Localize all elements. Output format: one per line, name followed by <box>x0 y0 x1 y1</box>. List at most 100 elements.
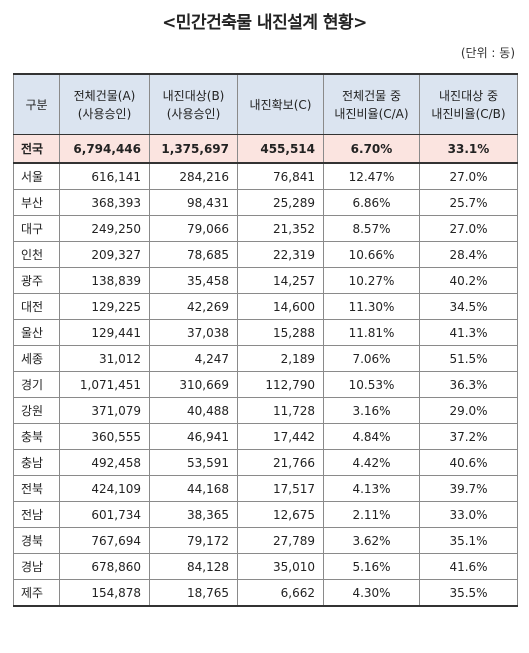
cell-seismic-secured: 21,352 <box>237 215 324 242</box>
header-seismic-secured: 내진확보(C) <box>237 73 324 135</box>
cell-ratio-ca: 11.81% <box>323 319 420 346</box>
cell-seismic-target: 40,488 <box>149 397 238 424</box>
cell-ratio-cb: 25.7% <box>419 189 518 216</box>
cell-ratio-cb: 35.1% <box>419 527 518 554</box>
cell-ratio-cb: 51.5% <box>419 345 518 372</box>
cell-seismic-target: 78,685 <box>149 241 238 268</box>
cell-total-buildings: 138,839 <box>59 267 150 294</box>
cell-seismic-secured: 11,728 <box>237 397 324 424</box>
cell-ratio-ca: 12.47% <box>323 162 420 190</box>
table-row: 경남 678,860 84,128 35,010 5.16% 41.6% <box>13 553 518 580</box>
cell-seismic-secured: 76,841 <box>237 162 324 190</box>
table-row: 강원 371,079 40,488 11,728 3.16% 29.0% <box>13 397 518 424</box>
cell-ratio-cb: 34.5% <box>419 293 518 320</box>
cell-ratio-ca: 4.42% <box>323 449 420 476</box>
cell-region: 서울 <box>13 162 60 190</box>
page-title: <민간건축물 내진설계 현황> <box>162 13 367 33</box>
cell-ratio-cb: 33.1% <box>419 134 518 164</box>
cell-total-buildings: 360,555 <box>59 423 150 450</box>
cell-ratio-cb: 28.4% <box>419 241 518 268</box>
cell-region: 인천 <box>13 241 60 268</box>
cell-ratio-cb: 36.3% <box>419 371 518 398</box>
header-region: 구분 <box>13 73 60 135</box>
cell-seismic-secured: 14,257 <box>237 267 324 294</box>
cell-seismic-target: 18,765 <box>149 579 238 607</box>
cell-region: 광주 <box>13 267 60 294</box>
header-line: 전체건물 중 <box>341 88 401 103</box>
cell-region: 강원 <box>13 397 60 424</box>
table-row: 세종 31,012 4,247 2,189 7.06% 51.5% <box>13 345 518 372</box>
cell-total-buildings: 6,794,446 <box>59 134 150 164</box>
cell-seismic-target: 35,458 <box>149 267 238 294</box>
cell-ratio-ca: 10.27% <box>323 267 420 294</box>
cell-seismic-target: 44,168 <box>149 475 238 502</box>
header-line: 전체건물(A) <box>73 88 136 103</box>
table-row: 부산 368,393 98,431 25,289 6.86% 25.7% <box>13 189 518 216</box>
cell-ratio-ca: 11.30% <box>323 293 420 320</box>
cell-ratio-cb: 41.6% <box>419 553 518 580</box>
cell-total-buildings: 424,109 <box>59 475 150 502</box>
header-line: 내진대상 중 <box>438 88 498 103</box>
cell-total-buildings: 678,860 <box>59 553 150 580</box>
cell-seismic-secured: 27,789 <box>237 527 324 554</box>
cell-region: 전북 <box>13 475 60 502</box>
cell-ratio-cb: 29.0% <box>419 397 518 424</box>
cell-region: 경북 <box>13 527 60 554</box>
cell-seismic-target: 4,247 <box>149 345 238 372</box>
cell-total-buildings: 492,458 <box>59 449 150 476</box>
cell-total-buildings: 209,327 <box>59 241 150 268</box>
cell-total-buildings: 154,878 <box>59 579 150 607</box>
cell-seismic-target: 42,269 <box>149 293 238 320</box>
table-row: 인천 209,327 78,685 22,319 10.66% 28.4% <box>13 241 518 268</box>
unit-label: (단위 : 동) <box>460 46 515 60</box>
table-row: 경북 767,694 79,172 27,789 3.62% 35.1% <box>13 527 518 554</box>
cell-seismic-target: 310,669 <box>149 371 238 398</box>
cell-seismic-secured: 6,662 <box>237 579 324 607</box>
cell-seismic-target: 79,172 <box>149 527 238 554</box>
cell-seismic-target: 284,216 <box>149 162 238 190</box>
header-line: 내진비율(C/B) <box>431 106 506 121</box>
cell-seismic-target: 98,431 <box>149 189 238 216</box>
header-line: 내진확보(C) <box>249 97 312 112</box>
cell-ratio-cb: 40.2% <box>419 267 518 294</box>
cell-total-buildings: 601,734 <box>59 501 150 528</box>
table-row: 경기 1,071,451 310,669 112,790 10.53% 36.3% <box>13 371 518 398</box>
cell-total-buildings: 371,079 <box>59 397 150 424</box>
cell-total-buildings: 368,393 <box>59 189 150 216</box>
cell-total-buildings: 31,012 <box>59 345 150 372</box>
header-seismic-target: 내진대상(B) (사용승인) <box>149 73 238 135</box>
cell-seismic-secured: 21,766 <box>237 449 324 476</box>
cell-region: 대구 <box>13 215 60 242</box>
cell-region: 충남 <box>13 449 60 476</box>
cell-ratio-cb: 27.0% <box>419 215 518 242</box>
header-line: 구분 <box>25 97 48 112</box>
cell-seismic-target: 79,066 <box>149 215 238 242</box>
cell-ratio-ca: 7.06% <box>323 345 420 372</box>
cell-ratio-ca: 3.62% <box>323 527 420 554</box>
cell-seismic-secured: 35,010 <box>237 553 324 580</box>
cell-region: 경기 <box>13 371 60 398</box>
cell-ratio-ca: 5.16% <box>323 553 420 580</box>
cell-ratio-ca: 4.30% <box>323 579 420 607</box>
cell-total-buildings: 616,141 <box>59 162 150 190</box>
cell-ratio-ca: 6.70% <box>323 134 420 164</box>
header-line: 내진대상(B) <box>162 88 225 103</box>
cell-ratio-ca: 4.84% <box>323 423 420 450</box>
cell-seismic-target: 38,365 <box>149 501 238 528</box>
table-row: 제주 154,878 18,765 6,662 4.30% 35.5% <box>13 579 518 607</box>
cell-total-buildings: 129,225 <box>59 293 150 320</box>
table-row: 대전 129,225 42,269 14,600 11.30% 34.5% <box>13 293 518 320</box>
cell-ratio-ca: 10.53% <box>323 371 420 398</box>
table-row: 전남 601,734 38,365 12,675 2.11% 33.0% <box>13 501 518 528</box>
cell-seismic-secured: 17,517 <box>237 475 324 502</box>
header-total-buildings: 전체건물(A) (사용승인) <box>59 73 150 135</box>
cell-seismic-secured: 455,514 <box>237 134 324 164</box>
cell-seismic-target: 1,375,697 <box>149 134 238 164</box>
cell-seismic-secured: 12,675 <box>237 501 324 528</box>
cell-total-buildings: 767,694 <box>59 527 150 554</box>
cell-seismic-secured: 25,289 <box>237 189 324 216</box>
cell-ratio-cb: 40.6% <box>419 449 518 476</box>
cell-total-buildings: 1,071,451 <box>59 371 150 398</box>
cell-region: 울산 <box>13 319 60 346</box>
